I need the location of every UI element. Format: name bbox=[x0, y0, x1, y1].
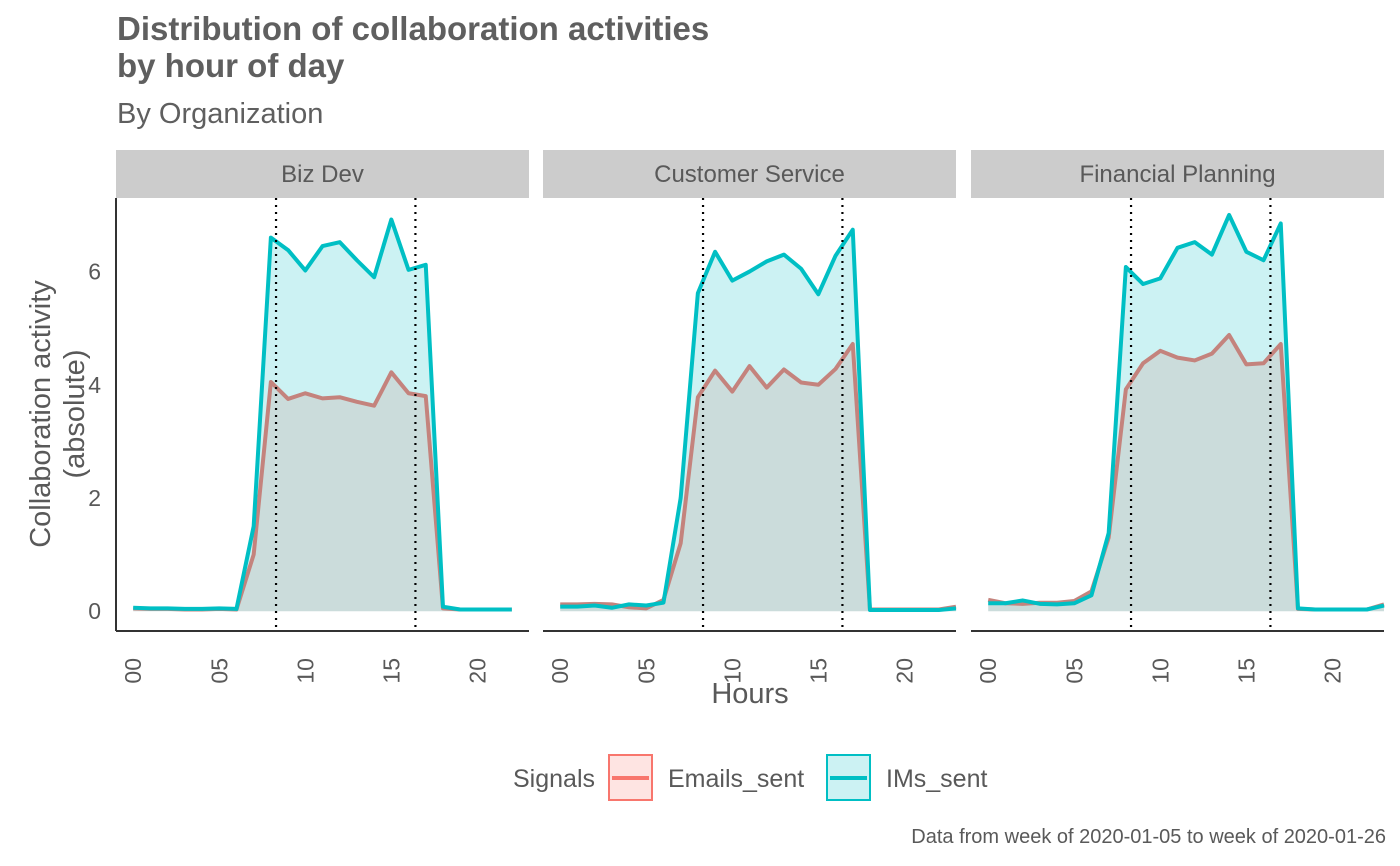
facet-strip bbox=[116, 150, 529, 198]
y-axis-title-line: Collaboration activity bbox=[25, 280, 57, 548]
y-axis-title-line: (absolute) bbox=[59, 350, 91, 479]
y-tick-label: 6 bbox=[88, 259, 101, 285]
x-tick-label: 05 bbox=[206, 658, 232, 684]
x-tick-label: 20 bbox=[1319, 658, 1345, 684]
x-tick-label: 05 bbox=[633, 658, 659, 684]
area-ims-sent bbox=[560, 229, 956, 612]
x-axis-title: Hours bbox=[711, 678, 788, 710]
x-tick-label: 10 bbox=[1147, 658, 1173, 684]
area-emails-sent bbox=[133, 372, 512, 612]
facet-strip bbox=[971, 150, 1384, 198]
chart-caption: Data from week of 2020-01-05 to week of … bbox=[911, 826, 1386, 848]
area-ims-sent bbox=[133, 219, 512, 612]
area-emails-sent bbox=[988, 334, 1384, 612]
line-ims-sent bbox=[133, 217, 512, 612]
x-tick-label: 15 bbox=[378, 658, 404, 684]
x-tick-label: 00 bbox=[975, 658, 1001, 684]
x-tick-label: 00 bbox=[547, 658, 573, 684]
area-ims-sent bbox=[988, 214, 1384, 612]
y-axis-title: Collaboration activity(absolute) bbox=[25, 280, 91, 548]
x-tick-label: 05 bbox=[1061, 658, 1087, 684]
x-tick-label: 20 bbox=[891, 658, 917, 684]
x-tick-label: 15 bbox=[805, 658, 831, 684]
y-tick-label: 2 bbox=[88, 485, 101, 511]
line-ims-sent bbox=[988, 212, 1385, 612]
x-tick-label: 20 bbox=[464, 658, 490, 684]
facet-strip-label: Biz Dev bbox=[281, 161, 364, 188]
facet-strip-label: Customer Service bbox=[654, 161, 845, 188]
legend-label: IMs_sent bbox=[886, 765, 987, 793]
x-tick-label: 00 bbox=[120, 658, 146, 684]
x-tick-label: 10 bbox=[292, 658, 318, 684]
chart-title: Distribution of collaboration activities… bbox=[117, 10, 710, 84]
line-ims-sent bbox=[560, 227, 957, 613]
legend-title: Signals bbox=[513, 765, 595, 793]
facet-strip bbox=[543, 150, 956, 198]
y-tick-label: 4 bbox=[88, 372, 101, 398]
y-tick-label: 0 bbox=[88, 598, 101, 624]
facet-strip-label: Financial Planning bbox=[1079, 161, 1275, 188]
chart-subtitle: By Organization bbox=[117, 98, 324, 130]
legend-label: Emails_sent bbox=[668, 765, 804, 793]
x-tick-label: 15 bbox=[1233, 658, 1259, 684]
x-tick-label: 10 bbox=[719, 658, 745, 684]
